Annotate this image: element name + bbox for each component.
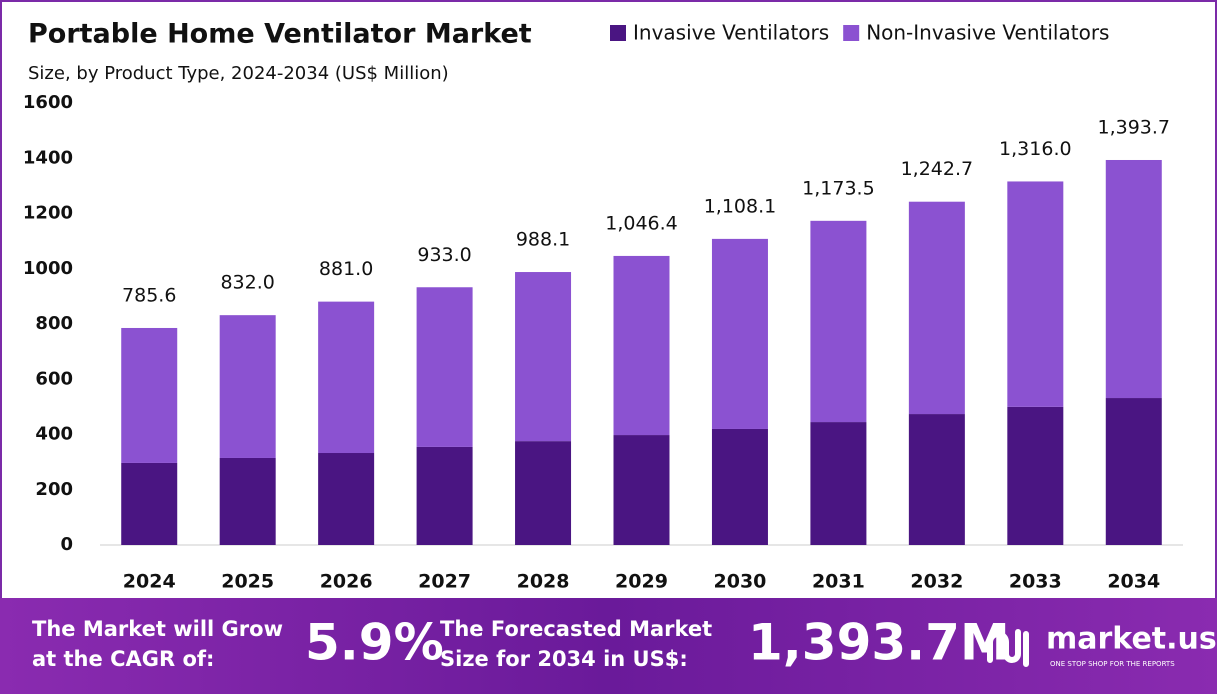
x-tick-label: 2026 <box>320 571 373 593</box>
bar-segment <box>416 446 473 545</box>
total-label: 832.0 <box>220 272 274 294</box>
forecast-text: The Forecasted Market <box>440 617 712 641</box>
x-tick-label: 2028 <box>517 571 570 593</box>
bar-segment <box>908 414 965 545</box>
y-tick-label: 800 <box>35 313 73 334</box>
x-tick-label: 2029 <box>615 571 668 593</box>
bar-segment <box>908 201 965 415</box>
x-tick-label: 2033 <box>1009 571 1062 593</box>
total-label: 1,316.0 <box>999 138 1072 160</box>
brand: market.us <box>1046 622 1217 657</box>
banner <box>0 598 1217 694</box>
legend-label: Non-Invasive Ventilators <box>866 21 1109 45</box>
x-tick-label: 2025 <box>221 571 274 593</box>
x-tick-label: 2032 <box>910 571 963 593</box>
forecast-value: 1,393.7M <box>748 614 1010 672</box>
total-label: 1,046.4 <box>605 212 678 234</box>
banner-content: The Market will Grow at the CAGR of: 5.9… <box>32 614 1217 672</box>
tagline: ONE STOP SHOP FOR THE REPORTS <box>1050 660 1175 668</box>
y-tick-label: 1400 <box>23 147 73 168</box>
bar-segment <box>318 453 375 545</box>
y-tick-label: 1000 <box>23 258 73 279</box>
bar-segment <box>121 327 178 463</box>
legend-label: Invasive Ventilators <box>633 21 829 45</box>
cagr-value: 5.9% <box>305 614 444 672</box>
bar-segment <box>219 315 276 458</box>
bar-segment <box>1105 398 1162 545</box>
chart-title: Portable Home Ventilator Market <box>28 19 532 50</box>
y-tick-label: 1200 <box>23 203 73 224</box>
bar-segment <box>613 255 670 436</box>
x-tick-label: 2027 <box>418 571 471 593</box>
x-tick-label: 2031 <box>812 571 865 593</box>
y-tick-label: 200 <box>35 479 73 500</box>
y-tick-label: 600 <box>35 368 73 389</box>
bar-segment <box>1007 181 1064 407</box>
cagr-text: The Market will Grow <box>32 617 283 641</box>
bar-segment <box>1105 159 1162 399</box>
x-tick-label: 2024 <box>123 571 176 593</box>
total-label: 988.1 <box>516 229 570 251</box>
legend-swatch <box>843 25 860 41</box>
bar-segment <box>416 287 473 447</box>
bar-segment <box>711 238 768 429</box>
total-label: 1,108.1 <box>704 195 777 217</box>
bar-segment <box>318 301 375 454</box>
y-tick-label: 0 <box>60 534 73 555</box>
x-tick-label: 2034 <box>1107 571 1160 593</box>
x-tick-label: 2030 <box>714 571 767 593</box>
cagr-text: at the CAGR of: <box>32 647 214 671</box>
bar-segment <box>810 422 867 545</box>
bar-segment <box>219 457 276 545</box>
y-tick-label: 400 <box>35 424 73 445</box>
brand-logo <box>987 629 1029 667</box>
bar-segment <box>121 462 178 545</box>
forecast-text: Size for 2034 in US$: <box>440 647 688 671</box>
bar-segment <box>810 220 867 423</box>
chart-subtitle: Size, by Product Type, 2024-2034 (US$ Mi… <box>28 63 449 84</box>
bar-segment <box>515 272 572 442</box>
legend-swatch <box>610 25 626 41</box>
bar-segment <box>515 441 572 545</box>
total-label: 1,173.5 <box>802 177 875 199</box>
total-label: 1,393.7 <box>1098 116 1171 138</box>
total-label: 881.0 <box>319 258 373 280</box>
total-label: 933.0 <box>417 244 471 266</box>
bar-segment <box>1007 406 1064 545</box>
total-label: 785.6 <box>122 284 176 306</box>
legend: Invasive Ventilators Non-Invasive Ventila… <box>610 21 1109 45</box>
bar-segment <box>613 435 670 545</box>
bar-segment <box>711 428 768 545</box>
y-tick-label: 1600 <box>23 92 73 113</box>
total-label: 1,242.7 <box>901 158 974 180</box>
